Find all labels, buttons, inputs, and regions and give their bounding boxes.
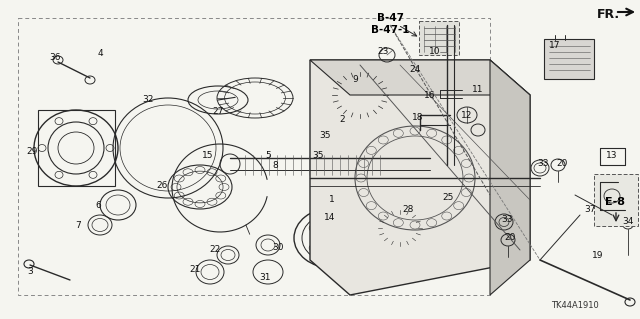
Text: 17: 17 xyxy=(549,41,561,49)
Text: 11: 11 xyxy=(472,85,484,94)
Text: 6: 6 xyxy=(95,201,101,210)
Text: 19: 19 xyxy=(592,250,604,259)
Text: 4: 4 xyxy=(97,48,103,57)
Text: 7: 7 xyxy=(75,220,81,229)
Text: B-47: B-47 xyxy=(376,13,403,23)
Text: 33: 33 xyxy=(537,159,548,167)
Text: 34: 34 xyxy=(622,218,634,226)
Text: 35: 35 xyxy=(319,130,331,139)
FancyBboxPatch shape xyxy=(594,174,638,226)
Text: 10: 10 xyxy=(429,48,441,56)
Text: 25: 25 xyxy=(442,194,454,203)
Text: 20: 20 xyxy=(504,234,516,242)
Text: B-47-1: B-47-1 xyxy=(371,25,409,35)
Text: FR.: FR. xyxy=(597,9,620,21)
Text: 2: 2 xyxy=(339,115,345,124)
Text: 5: 5 xyxy=(265,151,271,160)
Text: 33: 33 xyxy=(501,216,513,225)
Text: 13: 13 xyxy=(606,151,618,160)
Text: 32: 32 xyxy=(142,95,154,105)
Text: 22: 22 xyxy=(209,246,221,255)
Text: 14: 14 xyxy=(324,213,336,222)
Text: 15: 15 xyxy=(202,151,214,160)
Text: 16: 16 xyxy=(424,91,436,100)
Text: 18: 18 xyxy=(412,114,424,122)
Text: 9: 9 xyxy=(352,76,358,85)
FancyBboxPatch shape xyxy=(419,21,459,55)
FancyBboxPatch shape xyxy=(544,39,594,79)
Text: 21: 21 xyxy=(189,265,201,275)
Text: 30: 30 xyxy=(272,243,284,253)
Text: 35: 35 xyxy=(312,151,324,160)
Text: 1: 1 xyxy=(329,196,335,204)
Polygon shape xyxy=(310,60,530,295)
Polygon shape xyxy=(310,60,530,95)
Text: 37: 37 xyxy=(584,205,596,214)
Polygon shape xyxy=(490,60,530,295)
Text: 26: 26 xyxy=(156,181,168,189)
Text: 31: 31 xyxy=(259,273,271,283)
Text: E-8: E-8 xyxy=(605,197,625,207)
Text: 36: 36 xyxy=(49,54,61,63)
Text: 23: 23 xyxy=(378,48,388,56)
Text: 8: 8 xyxy=(272,160,278,169)
Text: 28: 28 xyxy=(403,205,413,214)
Text: 20: 20 xyxy=(556,159,568,167)
Text: TK44A1910: TK44A1910 xyxy=(551,301,599,310)
Text: 27: 27 xyxy=(212,108,224,116)
Text: 12: 12 xyxy=(461,110,473,120)
Text: 3: 3 xyxy=(27,268,33,277)
Text: 24: 24 xyxy=(410,65,420,75)
Text: 29: 29 xyxy=(26,147,38,157)
